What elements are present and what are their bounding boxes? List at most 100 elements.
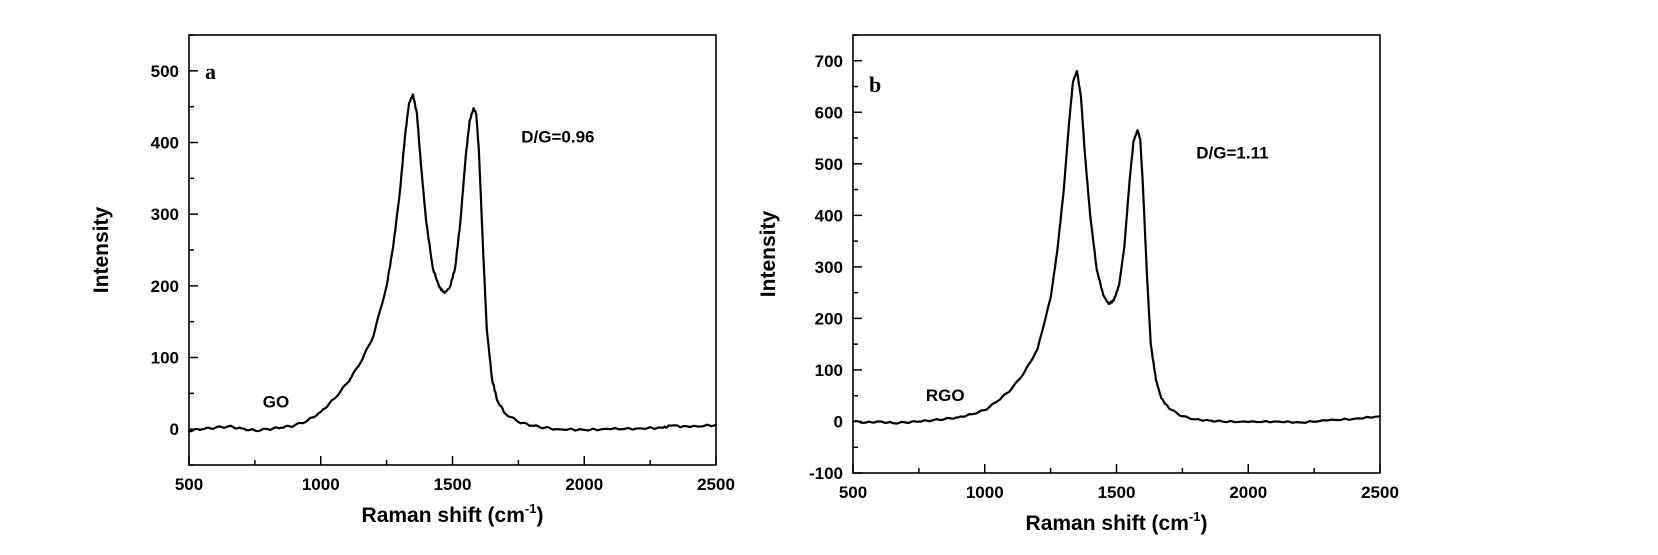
chart-a-data-point (254, 429, 256, 432)
chart-b-y-tick-label: -100 (809, 464, 843, 483)
chart-b-data-point (944, 418, 947, 420)
chart-b-data-point (865, 421, 867, 424)
chart-a-y-axis-title: Intensity (90, 207, 113, 294)
chart-b-x-tick-label: 2000 (1229, 483, 1267, 502)
chart-b-data-point (1194, 418, 1197, 421)
chart-b-data-point (1326, 419, 1329, 422)
chart-b-y-tick-label: 100 (815, 361, 843, 380)
chart-b-y-axis-title: Intensity (757, 211, 780, 298)
chart-a-y-tick-label: 200 (151, 277, 179, 296)
chart-a-x-tick-label: 500 (175, 475, 203, 494)
chart-b-data-point (1036, 348, 1039, 351)
chart-b-data-point (970, 413, 973, 416)
chart-b-data-point (1207, 419, 1210, 422)
chart-a-x-tick-label: 2500 (697, 475, 735, 494)
chart-b-y-tick-label: 400 (815, 206, 843, 225)
chart-b-x-tick-label: 1500 (1098, 483, 1136, 502)
chart-b-y-tick-label: 0 (834, 412, 843, 431)
chart-b-data-point (878, 420, 881, 423)
chart-b-y-tick-label: 500 (815, 155, 843, 174)
chart-b-data-point (891, 422, 894, 424)
chart-b-data-point (1023, 371, 1026, 374)
chart-a-data-point (306, 419, 309, 422)
chart-b-data-point (1132, 139, 1135, 142)
chart-a-y-tick-label: 500 (151, 62, 179, 81)
chart-a-data-point (583, 429, 586, 431)
chart-a-data-point (491, 378, 493, 380)
chart-a-data-point (399, 191, 401, 194)
chart-b-annotation: RGO (926, 386, 965, 405)
chart-a-data-point (404, 134, 406, 137)
chart-a-data-point (385, 285, 388, 287)
chart-b-y-tick-label: 300 (815, 258, 843, 277)
chart-b-series-line (851, 69, 1382, 425)
chart-b-data-point (1068, 121, 1070, 124)
chart-a-series-line (187, 93, 718, 433)
chart-b-data-point (1107, 303, 1110, 305)
chart-b-data-point (957, 416, 960, 419)
chart-a-data-point (454, 267, 456, 269)
chart-b-x-axis-title-main: Raman shift (cm (1026, 512, 1189, 535)
chart-a-data-point (319, 411, 322, 413)
chart-a-annotation: D/G=0.96 (521, 128, 594, 147)
chart-a-data-point (688, 426, 691, 428)
chart-b-y-tick-label: 700 (815, 52, 843, 71)
chart-a-data-point (449, 286, 451, 289)
chart-b-data-point (1084, 152, 1086, 155)
chart-b-data-point (1102, 294, 1105, 297)
chart-a-y-tick-label: 400 (151, 134, 179, 153)
chart-b-data-point (918, 420, 920, 423)
chart-a-annotation: GO (263, 393, 289, 412)
chart-a-data-point (609, 428, 612, 430)
chart-b-x-axis-title: Raman shift (cm-1) (1026, 509, 1208, 535)
chart-b-data-point (1095, 268, 1098, 271)
chart-a-data-point (485, 328, 488, 330)
chart-a-data-point (359, 362, 362, 365)
chart-a-data-point (188, 429, 190, 432)
chart-a-data-point (496, 399, 499, 402)
chart-b-y-tick-label: 600 (815, 103, 843, 122)
chart-b-data-point (1118, 284, 1120, 286)
chart-b-data-point (904, 421, 907, 424)
chart-a-x-axis-title: Raman shift (cm-1) (362, 501, 544, 527)
chart-b-data-point (852, 420, 854, 423)
chart-b-data-point (1146, 271, 1148, 273)
chart-b-x-axis-title-superscript: -1 (1189, 509, 1201, 524)
chart-a-x-tick-label: 2000 (565, 475, 603, 494)
chart-b-data-point (1352, 418, 1355, 420)
chart-b-data-point (1181, 415, 1184, 418)
chart-b-x-tick-label: 500 (839, 483, 867, 502)
chart-a-data-point (475, 113, 478, 115)
chart-a-data-point (464, 156, 467, 158)
chart-b-data-point (1010, 388, 1012, 391)
chart-b-data-point (1049, 297, 1052, 299)
chart-b-data-point (931, 419, 933, 422)
chart-b-y-tick-label: 200 (815, 309, 843, 328)
chart-b-x-axis-title-suffix: ) (1200, 512, 1207, 535)
chart-a-data-point (438, 286, 441, 289)
chart-a-data-point (293, 424, 296, 427)
chart-a-data-point (333, 398, 335, 400)
chart-b-data-point (1160, 397, 1163, 400)
chart-a-data-point (431, 267, 434, 269)
chart-b-data-point (1149, 343, 1152, 345)
chart-b-panel-letter: b (869, 72, 881, 97)
chart-a-data-point (482, 242, 484, 244)
chart-b-data-point (997, 400, 999, 402)
chart-b-data-point (1221, 420, 1223, 423)
chart-b-data-point (1142, 183, 1144, 186)
chart-b-data-point (1155, 379, 1157, 382)
chart-a-x-axis-title-suffix: ) (536, 504, 543, 527)
chart-a-data-point (227, 425, 230, 428)
chart-b-data-point (983, 409, 986, 411)
chart-a-data-point (392, 245, 395, 248)
chart-a-data-point (443, 292, 446, 294)
chart-a-data-point (517, 421, 520, 423)
chart-a-data-point (478, 148, 480, 151)
chart-a-data-point (715, 424, 717, 426)
chart-b-data-point (1168, 407, 1170, 410)
chart-a-x-tick-label: 1500 (434, 475, 472, 494)
chart-a-data-point (346, 382, 348, 385)
chart-b-data-point (1247, 421, 1250, 423)
